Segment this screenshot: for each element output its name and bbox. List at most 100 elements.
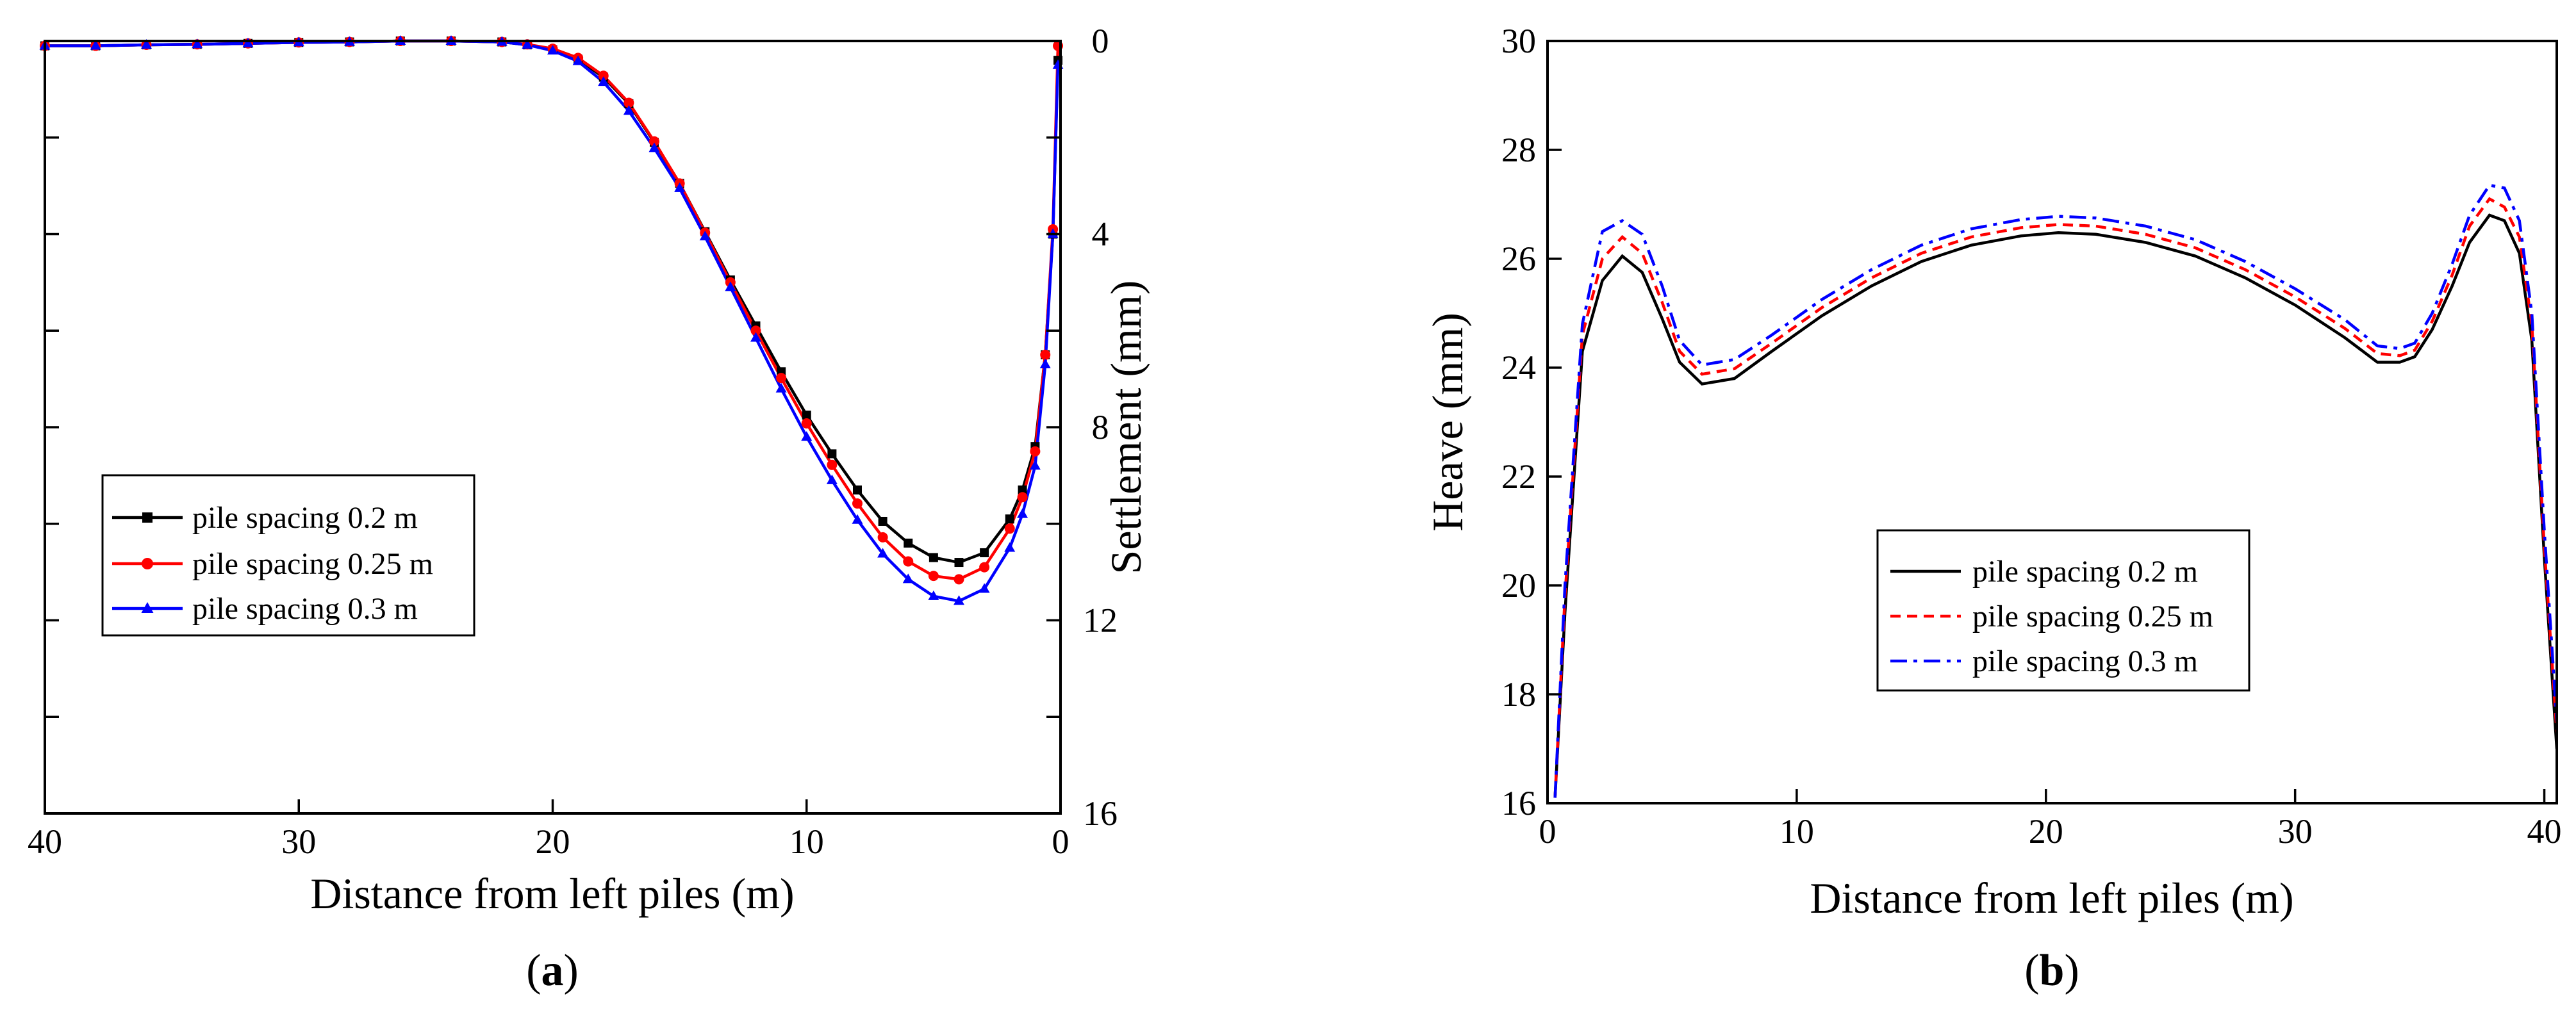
chart-a-point-triangle [1017, 508, 1028, 518]
panel-b-letter: b [2040, 946, 2065, 995]
chart-a-point-square [802, 411, 811, 420]
chart-a-legend-marker [141, 602, 154, 613]
chart-a-xtick-label: 40 [28, 822, 62, 861]
chart-a-ytick-label: 8 [1092, 408, 1109, 446]
chart-a-legend-label: pile spacing 0.3 m [192, 592, 418, 626]
chart-a-point-square [954, 558, 964, 567]
chart-a-xtick-label: 30 [281, 822, 316, 861]
chart-a-xtick-label: 0 [1052, 822, 1069, 861]
chart-a-point-triangle [775, 382, 787, 393]
chart-a-point-triangle [877, 548, 889, 558]
chart-a-point-circle [903, 556, 914, 567]
chart-a-point-circle [1030, 446, 1041, 457]
chart-a-point-triangle [141, 39, 152, 49]
chart-b-legend-label: pile spacing 0.2 m [1972, 555, 2198, 589]
chart-b-xtick-label: 10 [1779, 812, 1814, 851]
chart-a-point-triangle [1039, 359, 1051, 369]
chart-a-point-triangle [902, 573, 914, 584]
chart-b-legend-label: pile spacing 0.3 m [1972, 644, 2198, 678]
chart-a-axes: 40 30 20 10 0 0 4 8 12 16 [28, 22, 1118, 861]
chart-a-point-square [878, 516, 888, 526]
chart-a-point-triangle [674, 182, 686, 192]
chart-b-ylabel: Heave (mm) [1423, 313, 1472, 532]
chart-a-point-triangle [90, 40, 101, 50]
chart-b-ytick-label: 22 [1501, 457, 1536, 496]
chart-b-legend: pile spacing 0.2 m pile spacing 0.25 m pil… [1876, 529, 2250, 692]
chart-a-point-square [1005, 514, 1014, 524]
chart-a-point-circle [1017, 492, 1028, 503]
chart-a-point-square [827, 449, 837, 459]
chart-b: 0 10 20 30 40 16 18 20 22 24 26 28 30 Distance from … [1423, 22, 2562, 995]
chart-a-point-circle [623, 97, 634, 108]
chart-a-legend-label: pile spacing 0.2 m [192, 501, 418, 535]
chart-a-ytick-label: 16 [1083, 794, 1118, 833]
chart-b-series-line-2 [1553, 197, 2557, 798]
chart-b-plot-frame [1546, 40, 2558, 804]
chart-a-ytick-label: 12 [1083, 601, 1118, 640]
chart-a-point-circle [852, 498, 863, 509]
chart-b-ytick-label: 20 [1501, 566, 1536, 605]
chart-a-point-circle [877, 532, 888, 543]
chart-a-point-circle [954, 574, 964, 585]
chart-b-ytick-label: 30 [1501, 22, 1536, 60]
chart-a-point-triangle [623, 105, 634, 115]
chart-b-xtick-label: 30 [2278, 812, 2313, 851]
chart-b-xtick-label: 0 [1539, 812, 1556, 851]
chart-a-point-triangle [1029, 460, 1041, 470]
chart-a-point-circle [750, 325, 761, 336]
chart-b-series-line-1 [1553, 213, 2557, 798]
chart-a-point-triangle [192, 38, 203, 49]
chart-a-point-triangle [648, 142, 660, 152]
panel-b-label: (b) [2024, 946, 2079, 995]
chart-a-point-circle [801, 418, 812, 428]
chart-a-legend-label: pile spacing 0.25 m [192, 547, 433, 581]
chart-a-ylabel: Settlement (mm) [1102, 281, 1150, 575]
chart-a-point-square [853, 485, 862, 494]
chart-b-legend-label: pile spacing 0.25 m [1972, 600, 2213, 633]
chart-a-point-circle [649, 136, 659, 147]
chart-a: 40 30 20 10 0 0 4 8 12 16 Distance from left pile… [28, 22, 1150, 995]
chart-a-ytick-label: 0 [1092, 22, 1109, 60]
chart-a-point-triangle [978, 583, 990, 593]
chart-a-point-circle [979, 562, 990, 573]
chart-b-ytick-label: 18 [1501, 675, 1536, 714]
chart-a-point-triangle [725, 281, 736, 291]
chart-a-plot-frame [44, 40, 1062, 815]
chart-a-point-square [929, 553, 938, 562]
chart-a-point-triangle [598, 76, 609, 86]
chart-b-xlabel: Distance from left piles (m) [1810, 874, 2293, 922]
chart-a-point-triangle [547, 45, 558, 55]
chart-b-xtick-label: 40 [2527, 812, 2562, 851]
chart-a-point-triangle [522, 39, 533, 49]
chart-b-xtick-label: 20 [2029, 812, 2063, 851]
chart-b-legend-box [1876, 529, 2250, 692]
chart-a-point-triangle [954, 595, 964, 605]
chart-a-point-circle [598, 70, 609, 81]
chart-a-point-triangle [242, 37, 254, 47]
chart-a-xtick-label: 20 [536, 822, 570, 861]
chart-b-ytick-label: 24 [1501, 348, 1536, 387]
chart-a-point-triangle [928, 590, 939, 600]
chart-a-xtick-label: 10 [789, 822, 824, 861]
chart-b-axes: 0 10 20 30 40 16 18 20 22 24 26 28 30 [1501, 22, 2562, 851]
chart-a-point-circle [1004, 523, 1015, 534]
chart-b-ytick-label: 28 [1501, 131, 1536, 169]
panel-a-letter: a [541, 946, 564, 995]
chart-a-point-triangle [826, 474, 838, 484]
chart-a-point-triangle [801, 431, 813, 441]
chart-a-point-circle [827, 459, 838, 470]
chart-a-point-square [1018, 485, 1027, 494]
chart-a-point-triangle [750, 332, 761, 342]
chart-b-series-group [1553, 183, 2557, 798]
chart-a-ytick-label: 4 [1092, 215, 1109, 254]
chart-b-ytick-label: 16 [1501, 784, 1536, 822]
chart-a-point-square [980, 548, 989, 557]
chart-a-point-circle [928, 571, 939, 582]
chart-a-point-triangle [572, 55, 584, 65]
chart-a-point-circle [776, 373, 787, 384]
chart-a-point-triangle [852, 514, 863, 524]
panel-a-label: (a) [526, 946, 579, 995]
chart-a-point-circle [1040, 349, 1051, 360]
chart-a-point-triangle [1004, 542, 1016, 552]
